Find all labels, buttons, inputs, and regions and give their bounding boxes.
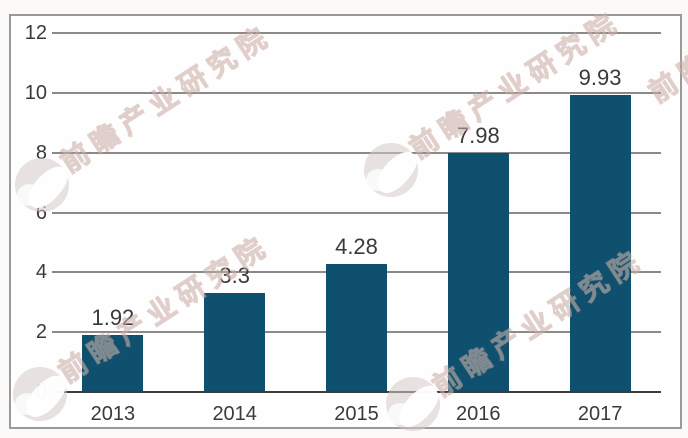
x-tick-label: 2017: [577, 403, 623, 425]
bar-value-label: 9.93: [578, 64, 622, 90]
gridline-y-10: [52, 91, 661, 94]
gridline-y-12: [52, 32, 661, 34]
bar-value-label: 4.28: [335, 233, 378, 259]
y-tick-label: 2: [35, 321, 47, 344]
bar-2014: [204, 293, 266, 392]
y-tick-label: 6: [35, 201, 47, 224]
x-axis-line: [52, 391, 661, 393]
gridline-y-8: [52, 151, 661, 154]
bar-value-label: 1.92: [91, 304, 135, 330]
x-tick-label: 2014: [212, 403, 257, 425]
bar-2016: [447, 153, 509, 392]
y-tick-label: 12: [24, 22, 47, 44]
bar-2013: [82, 334, 144, 392]
y-tick-label: 10: [24, 81, 47, 104]
gridline-y-6: [52, 211, 661, 214]
bar-2017: [569, 94, 631, 392]
y-tick-label: 8: [35, 141, 47, 164]
x-tick-label: 2015: [334, 403, 379, 425]
bar-2015: [326, 263, 387, 392]
bar-value-label: 3.3: [219, 263, 250, 289]
y-tick-label: 4: [35, 261, 47, 284]
chart-plot-area: 0 2 4 6 8 10 12 1.92 2013 3.3 2014 4.28 2015 7.98 2016…: [9, 14, 682, 429]
x-tick-label: 2013: [90, 403, 136, 425]
bar-value-label: 7.98: [456, 123, 500, 149]
y-tick-label: 0: [35, 381, 47, 403]
x-tick-label: 2016: [456, 403, 501, 425]
